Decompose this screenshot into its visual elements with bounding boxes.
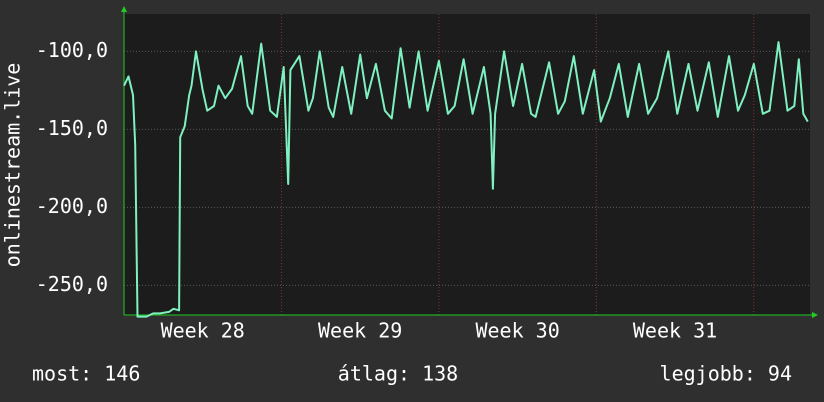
- stat-average: átlag: 138: [338, 362, 458, 386]
- y-tick-label: -100,0: [36, 38, 108, 62]
- y-tick-label: -200,0: [36, 194, 108, 218]
- plot-area: [124, 14, 810, 315]
- x-tick-label: Week 29: [318, 319, 402, 343]
- x-tick-label: Week 30: [475, 319, 559, 343]
- y-axis-label: onlinestream.live: [1, 63, 25, 268]
- x-tick-label: Week 28: [161, 319, 245, 343]
- x-tick-label: Week 31: [633, 319, 717, 343]
- series-line: [123, 41, 809, 318]
- axis-arrow: [121, 6, 127, 12]
- stat-current: most: 146: [32, 362, 140, 386]
- stat-best: legjobb: 94: [660, 362, 792, 386]
- y-tick-label: -150,0: [36, 116, 108, 140]
- axis-arrow: [812, 312, 818, 318]
- y-tick-label: -250,0: [36, 272, 108, 296]
